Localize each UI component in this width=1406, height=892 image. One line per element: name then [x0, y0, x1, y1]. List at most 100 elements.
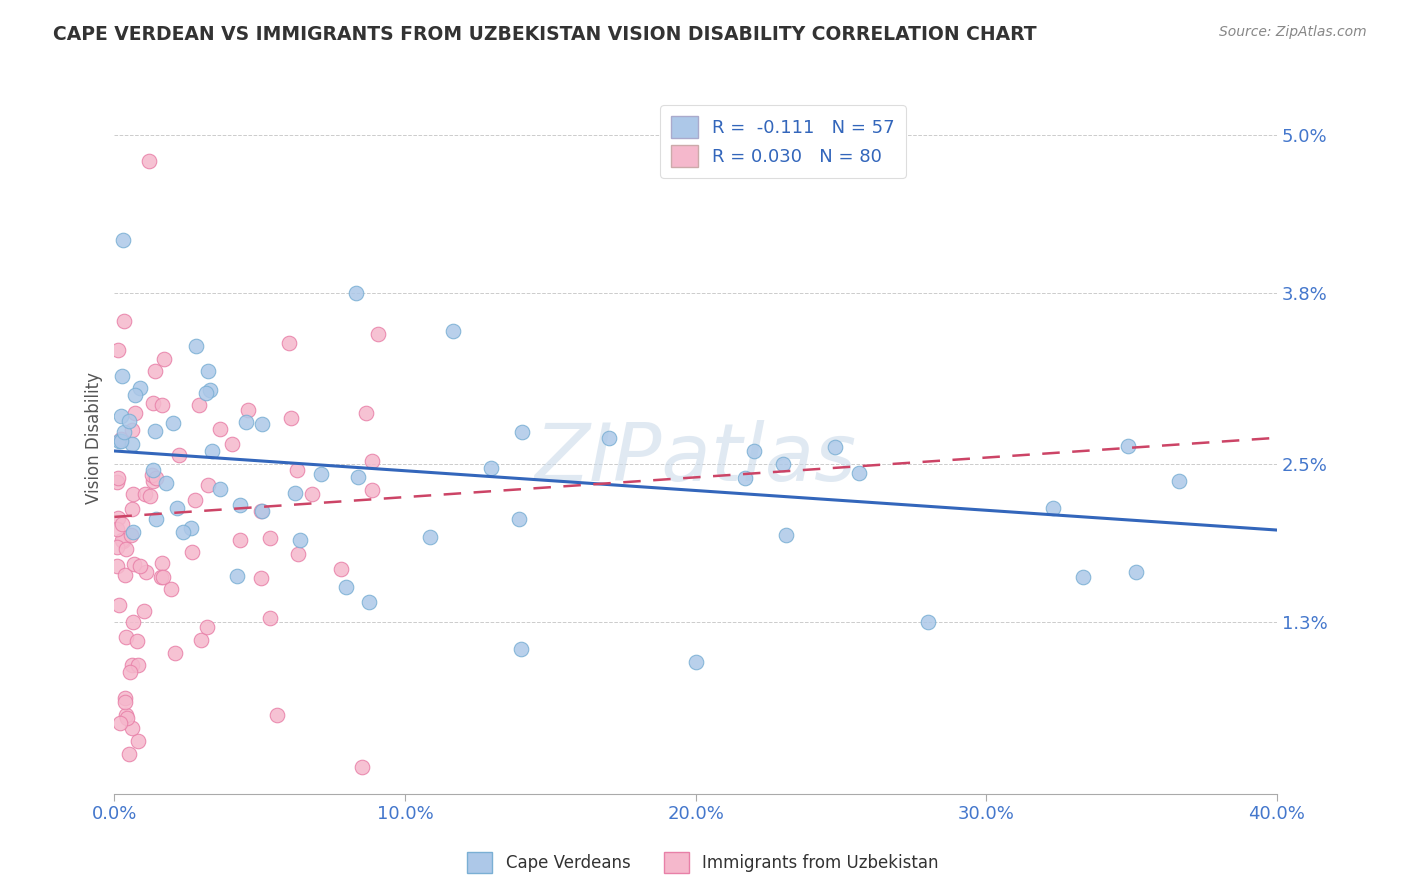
Point: [118, 747, 141, 761]
Point: [479, 461, 502, 475]
Point: [226, 569, 249, 583]
Point: [110, 432, 132, 446]
Point: [742, 444, 765, 458]
Point: [200, 383, 222, 397]
Point: [209, 483, 232, 497]
Point: [153, 351, 176, 366]
Point: [121, 501, 143, 516]
Point: [188, 398, 211, 412]
Point: [848, 467, 870, 481]
Point: [335, 580, 357, 594]
Point: [105, 475, 128, 489]
Point: [184, 338, 207, 352]
Point: [259, 531, 281, 545]
Point: [107, 511, 129, 525]
Point: [110, 368, 132, 383]
Point: [249, 504, 271, 518]
Point: [166, 501, 188, 516]
Point: [129, 381, 152, 395]
Point: [172, 525, 194, 540]
Point: [114, 691, 136, 706]
Point: [105, 558, 128, 573]
Point: [124, 388, 146, 402]
Point: [236, 402, 259, 417]
Point: [152, 570, 174, 584]
Point: [115, 711, 138, 725]
Point: [1125, 566, 1147, 580]
Point: [184, 492, 207, 507]
Point: [118, 414, 141, 428]
Point: [143, 424, 166, 438]
Point: [108, 716, 131, 731]
Point: [105, 541, 128, 555]
Point: [347, 469, 370, 483]
Point: [352, 760, 374, 774]
Point: [259, 611, 281, 625]
Point: [510, 641, 533, 656]
Point: [229, 533, 252, 547]
Point: [367, 326, 389, 341]
Point: [181, 545, 204, 559]
Point: [107, 343, 129, 358]
Point: [194, 386, 217, 401]
Point: [824, 441, 846, 455]
Point: [162, 416, 184, 430]
Point: [508, 511, 530, 525]
Point: [277, 335, 299, 350]
Point: [110, 434, 132, 448]
Point: [357, 595, 380, 609]
Point: [228, 498, 250, 512]
Text: Source: ZipAtlas.com: Source: ZipAtlas.com: [1219, 25, 1367, 39]
Point: [127, 634, 149, 648]
Point: [121, 436, 143, 450]
Point: [598, 431, 620, 445]
Point: [1116, 439, 1139, 453]
Point: [160, 582, 183, 596]
Point: [127, 658, 149, 673]
Text: CAPE VERDEAN VS IMMIGRANTS FROM UZBEKISTAN VISION DISABILITY CORRELATION CHART: CAPE VERDEAN VS IMMIGRANTS FROM UZBEKIST…: [53, 25, 1038, 44]
Point: [152, 556, 174, 570]
Point: [111, 533, 134, 548]
Point: [1071, 570, 1094, 584]
Point: [180, 521, 202, 535]
Point: [127, 734, 149, 748]
Point: [108, 434, 131, 449]
Point: [112, 425, 135, 439]
Legend: Cape Verdeans, Immigrants from Uzbekistan: Cape Verdeans, Immigrants from Uzbekista…: [461, 846, 945, 880]
Point: [354, 406, 377, 420]
Point: [134, 487, 156, 501]
Point: [285, 463, 308, 477]
Point: [107, 471, 129, 485]
Point: [122, 615, 145, 630]
Point: [190, 632, 212, 647]
Point: [111, 516, 134, 531]
Point: [360, 483, 382, 498]
Point: [108, 598, 131, 612]
Text: ZIPatlas: ZIPatlas: [534, 420, 856, 498]
Point: [250, 504, 273, 518]
Point: [197, 364, 219, 378]
Point: [284, 485, 307, 500]
Point: [115, 707, 138, 722]
Point: [121, 657, 143, 672]
Point: [441, 324, 464, 338]
Point: [142, 463, 165, 477]
Point: [141, 467, 163, 482]
Point: [155, 476, 177, 491]
Point: [120, 528, 142, 542]
Point: [110, 409, 132, 423]
Point: [917, 615, 939, 630]
Point: [235, 416, 257, 430]
Y-axis label: Vision Disability: Vision Disability: [86, 372, 103, 504]
Point: [280, 411, 302, 425]
Point: [122, 486, 145, 500]
Legend: R =  -0.111   N = 57, R = 0.030   N = 80: R = -0.111 N = 57, R = 0.030 N = 80: [659, 105, 905, 178]
Point: [142, 396, 165, 410]
Point: [301, 487, 323, 501]
Point: [150, 398, 173, 412]
Point: [221, 437, 243, 451]
Point: [311, 467, 333, 482]
Point: [201, 443, 224, 458]
Point: [266, 708, 288, 723]
Point: [120, 665, 142, 679]
